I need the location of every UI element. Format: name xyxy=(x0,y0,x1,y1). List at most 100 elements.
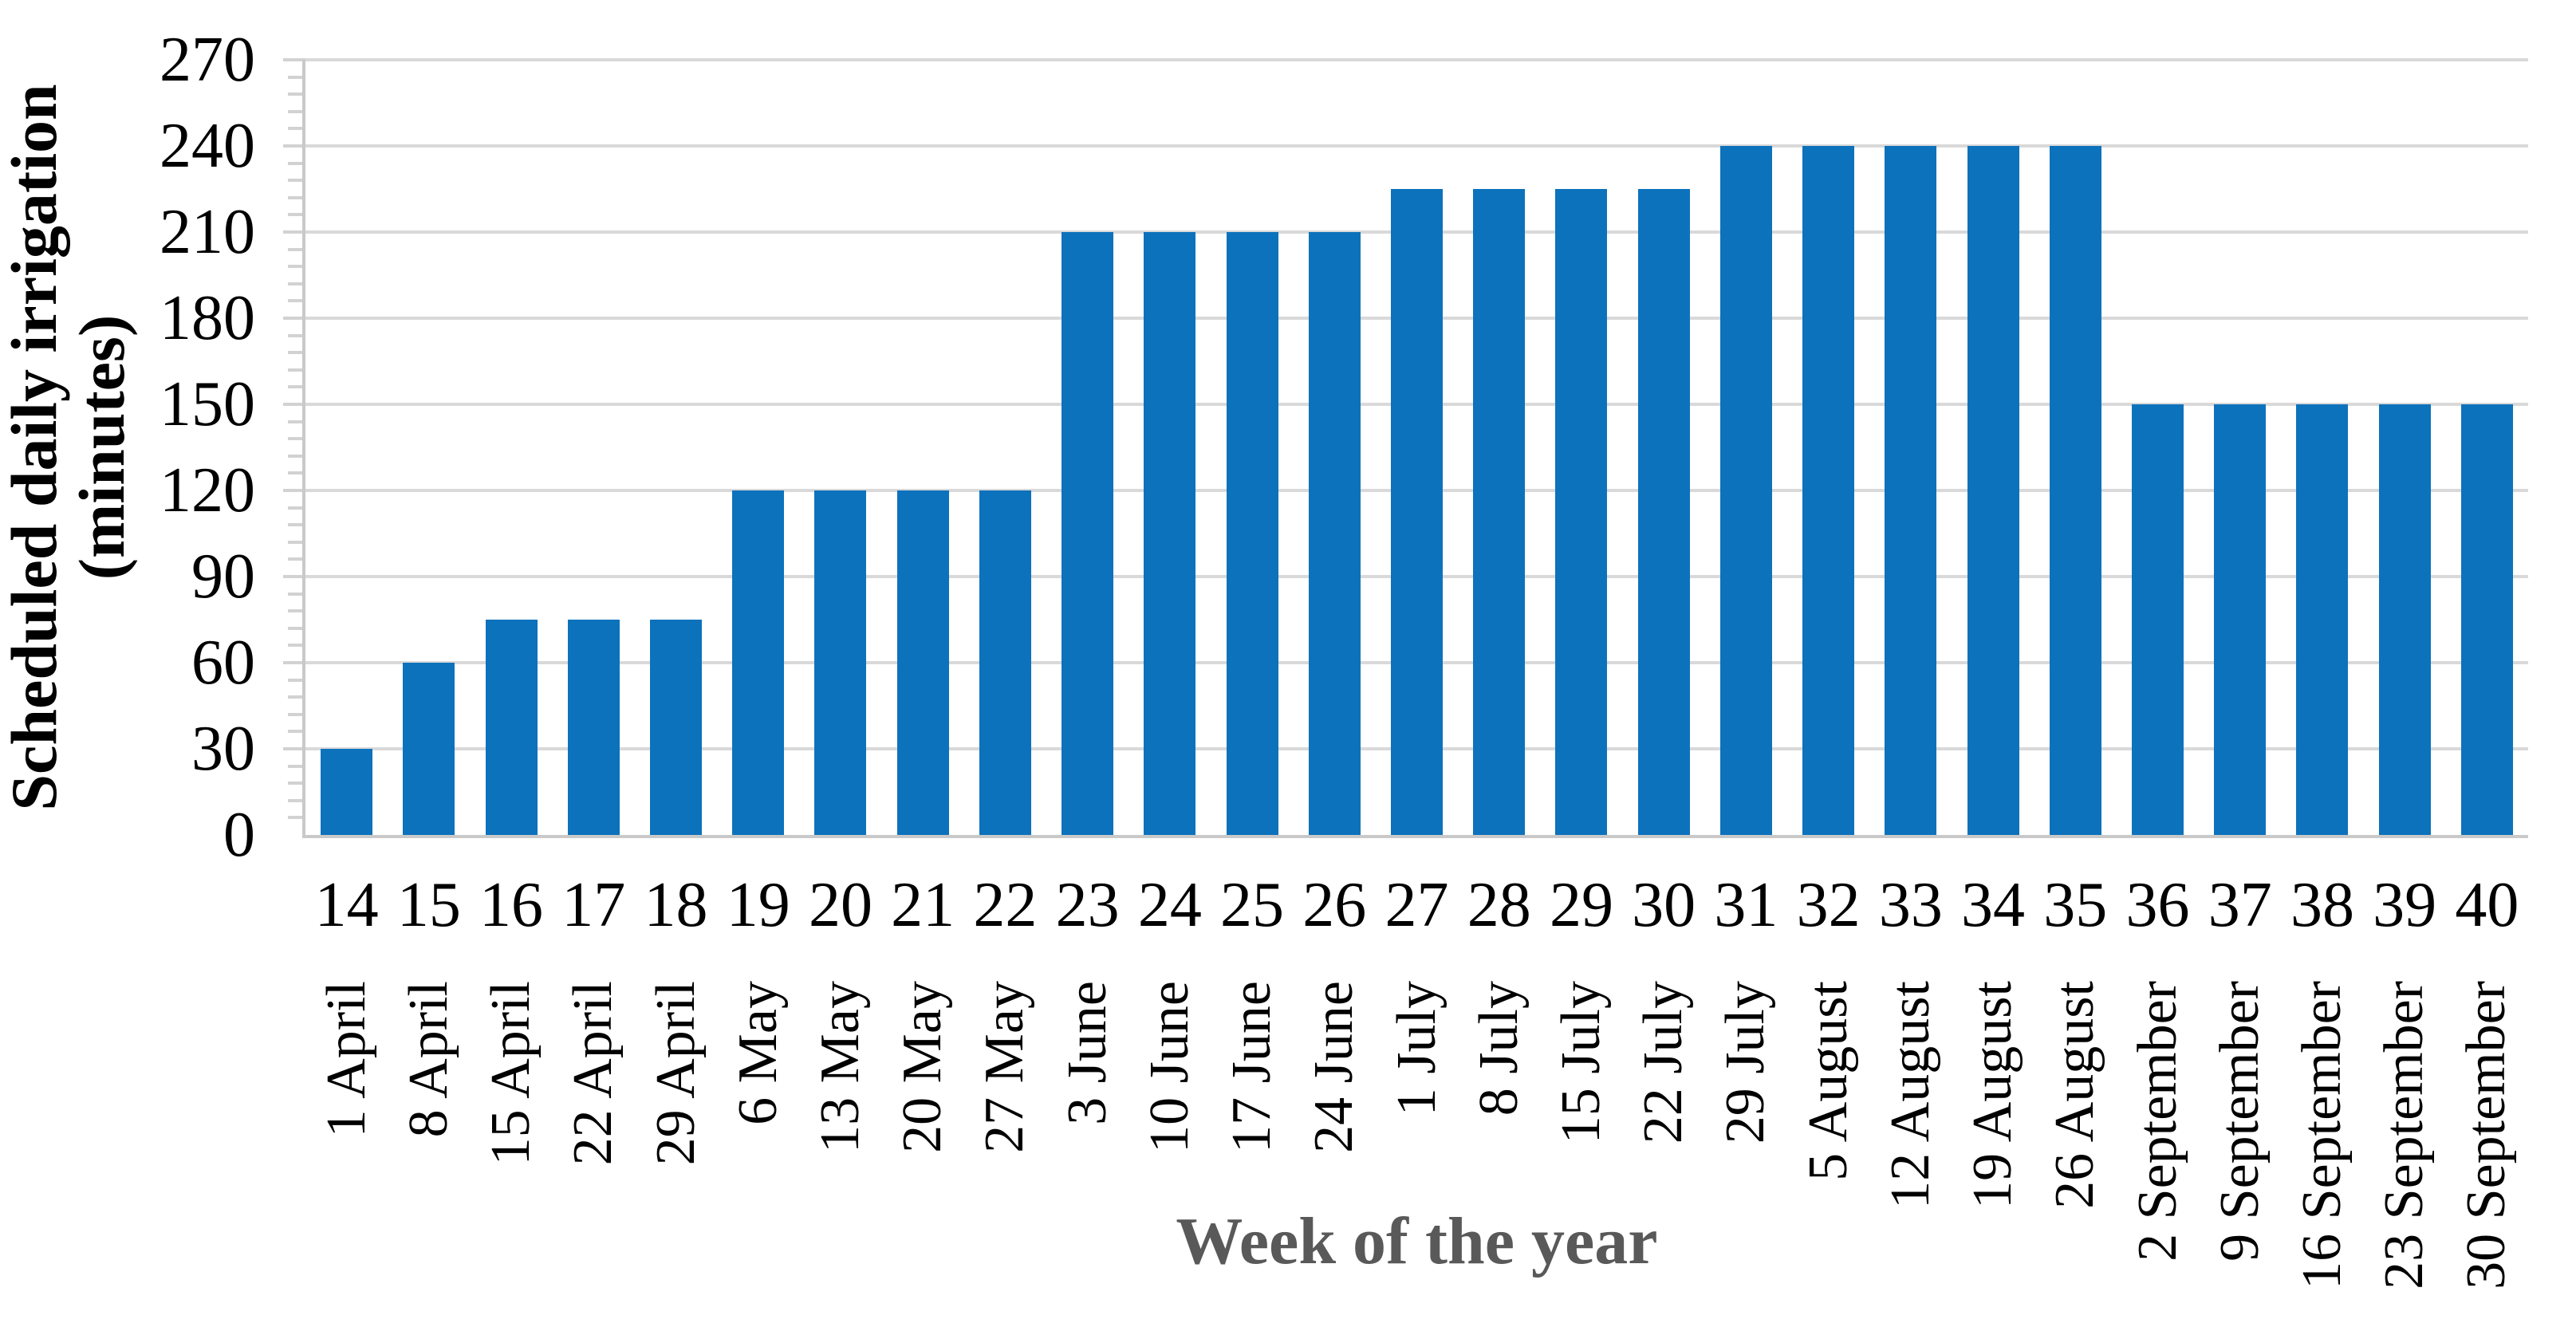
x-week-label: 37 xyxy=(2208,870,2272,940)
y-tick-label: 270 xyxy=(160,25,255,95)
x-date-label: 29 April xyxy=(644,981,707,1166)
x-date-label-text: 27 May xyxy=(974,981,1036,1153)
bar xyxy=(1062,232,1114,835)
x-date-label: 22 July xyxy=(1633,981,1695,1144)
y-major-tick xyxy=(283,230,305,234)
y-minor-tick xyxy=(288,506,305,510)
bar xyxy=(2378,404,2431,835)
bar xyxy=(1391,189,1443,835)
y-axis-title-line1: Scheduled daily irrigation xyxy=(0,84,70,811)
x-date-label-text: 1 April xyxy=(315,981,377,1138)
y-minor-tick xyxy=(288,626,305,630)
x-week-label: 24 xyxy=(1137,870,1202,940)
y-minor-tick xyxy=(288,109,305,113)
bar xyxy=(1885,146,1937,835)
x-date-label: 1 July xyxy=(1385,981,1448,1116)
bar xyxy=(1226,232,1278,835)
y-minor-tick xyxy=(288,127,305,131)
x-date-label-text: 29 July xyxy=(1715,981,1777,1144)
x-date-label: 22 April xyxy=(562,981,624,1165)
x-week-label: 14 xyxy=(314,870,379,940)
x-date-label-text: 29 April xyxy=(644,981,707,1166)
bar xyxy=(2214,404,2267,835)
x-week-label: 23 xyxy=(1055,870,1120,940)
x-date-label: 3 June xyxy=(1057,981,1118,1125)
bar xyxy=(1967,146,2019,835)
bar xyxy=(2132,404,2184,835)
y-minor-tick xyxy=(288,299,305,303)
y-major-tick xyxy=(283,747,305,750)
x-date-label-text: 10 June xyxy=(1138,981,1200,1153)
x-week-label: 36 xyxy=(2125,870,2190,940)
x-date-label: 24 June xyxy=(1303,981,1365,1153)
x-week-label: 21 xyxy=(891,870,955,940)
bar xyxy=(896,490,949,835)
y-minor-tick xyxy=(288,75,305,79)
y-minor-tick xyxy=(288,816,305,820)
x-date-label-text: 5 August xyxy=(1797,981,1859,1181)
y-tick-label: 210 xyxy=(160,197,255,267)
y-major-tick xyxy=(283,58,305,61)
y-major-tick xyxy=(283,403,305,406)
y-minor-tick xyxy=(288,712,305,716)
x-date-label: 5 August xyxy=(1797,981,1859,1181)
x-week-label: 39 xyxy=(2373,870,2437,940)
x-week-label: 32 xyxy=(1796,870,1861,940)
y-minor-tick xyxy=(288,644,305,648)
x-date-label: 1 April xyxy=(315,981,377,1138)
bar xyxy=(1719,146,1772,835)
y-tick-label: 180 xyxy=(160,283,255,353)
y-minor-tick xyxy=(288,161,305,165)
y-minor-tick xyxy=(288,351,305,355)
x-date-label-text: 20 May xyxy=(892,981,954,1153)
y-minor-tick xyxy=(288,282,305,285)
x-date-label-text: 17 June xyxy=(1221,981,1283,1153)
x-week-label: 22 xyxy=(973,870,1038,940)
x-date-label: 10 June xyxy=(1138,981,1200,1153)
x-week-label: 19 xyxy=(726,870,790,940)
y-minor-tick xyxy=(288,368,305,372)
bar xyxy=(2049,146,2101,835)
y-minor-tick xyxy=(288,523,305,527)
x-date-label: 8 April xyxy=(398,981,459,1137)
y-tick-label: 0 xyxy=(223,800,255,870)
y-axis-title: Scheduled daily irrigation (minutes) xyxy=(0,1,138,894)
bar xyxy=(321,749,373,835)
x-week-label: 27 xyxy=(1385,870,1449,940)
x-date-label-text: 15 April xyxy=(480,981,542,1166)
x-date-label: 29 July xyxy=(1715,981,1777,1144)
y-minor-tick xyxy=(288,592,305,596)
x-week-label: 16 xyxy=(479,870,544,940)
y-minor-tick xyxy=(288,419,305,423)
y-minor-tick xyxy=(288,764,305,768)
y-minor-tick xyxy=(288,730,305,734)
x-date-label-text: 22 July xyxy=(1633,981,1695,1144)
x-date-label: 15 July xyxy=(1550,981,1612,1144)
y-major-tick xyxy=(283,661,305,664)
x-date-label: 6 May xyxy=(727,981,789,1125)
x-date-label: 8 July xyxy=(1468,981,1530,1116)
y-minor-tick xyxy=(288,609,305,613)
x-week-label: 33 xyxy=(1878,870,1943,940)
x-week-label: 30 xyxy=(1632,870,1696,940)
y-minor-tick xyxy=(288,247,305,251)
y-tick-label: 240 xyxy=(160,111,255,181)
bar xyxy=(567,620,620,835)
y-major-tick xyxy=(283,575,305,578)
y-tick-label: 90 xyxy=(191,541,255,612)
x-week-label: 38 xyxy=(2290,870,2354,940)
x-week-label: 31 xyxy=(1714,870,1778,940)
bar xyxy=(1802,146,1855,835)
x-date-label-text: 1 July xyxy=(1385,981,1448,1116)
bar xyxy=(2460,404,2513,835)
y-minor-tick xyxy=(288,333,305,337)
x-week-label: 29 xyxy=(1549,870,1613,940)
x-week-label: 28 xyxy=(1467,870,1531,940)
bar xyxy=(732,490,785,835)
gridline xyxy=(305,58,2528,61)
x-week-label: 15 xyxy=(396,870,461,940)
y-minor-tick xyxy=(288,195,305,199)
bar xyxy=(1308,232,1361,835)
y-minor-tick xyxy=(288,454,305,458)
